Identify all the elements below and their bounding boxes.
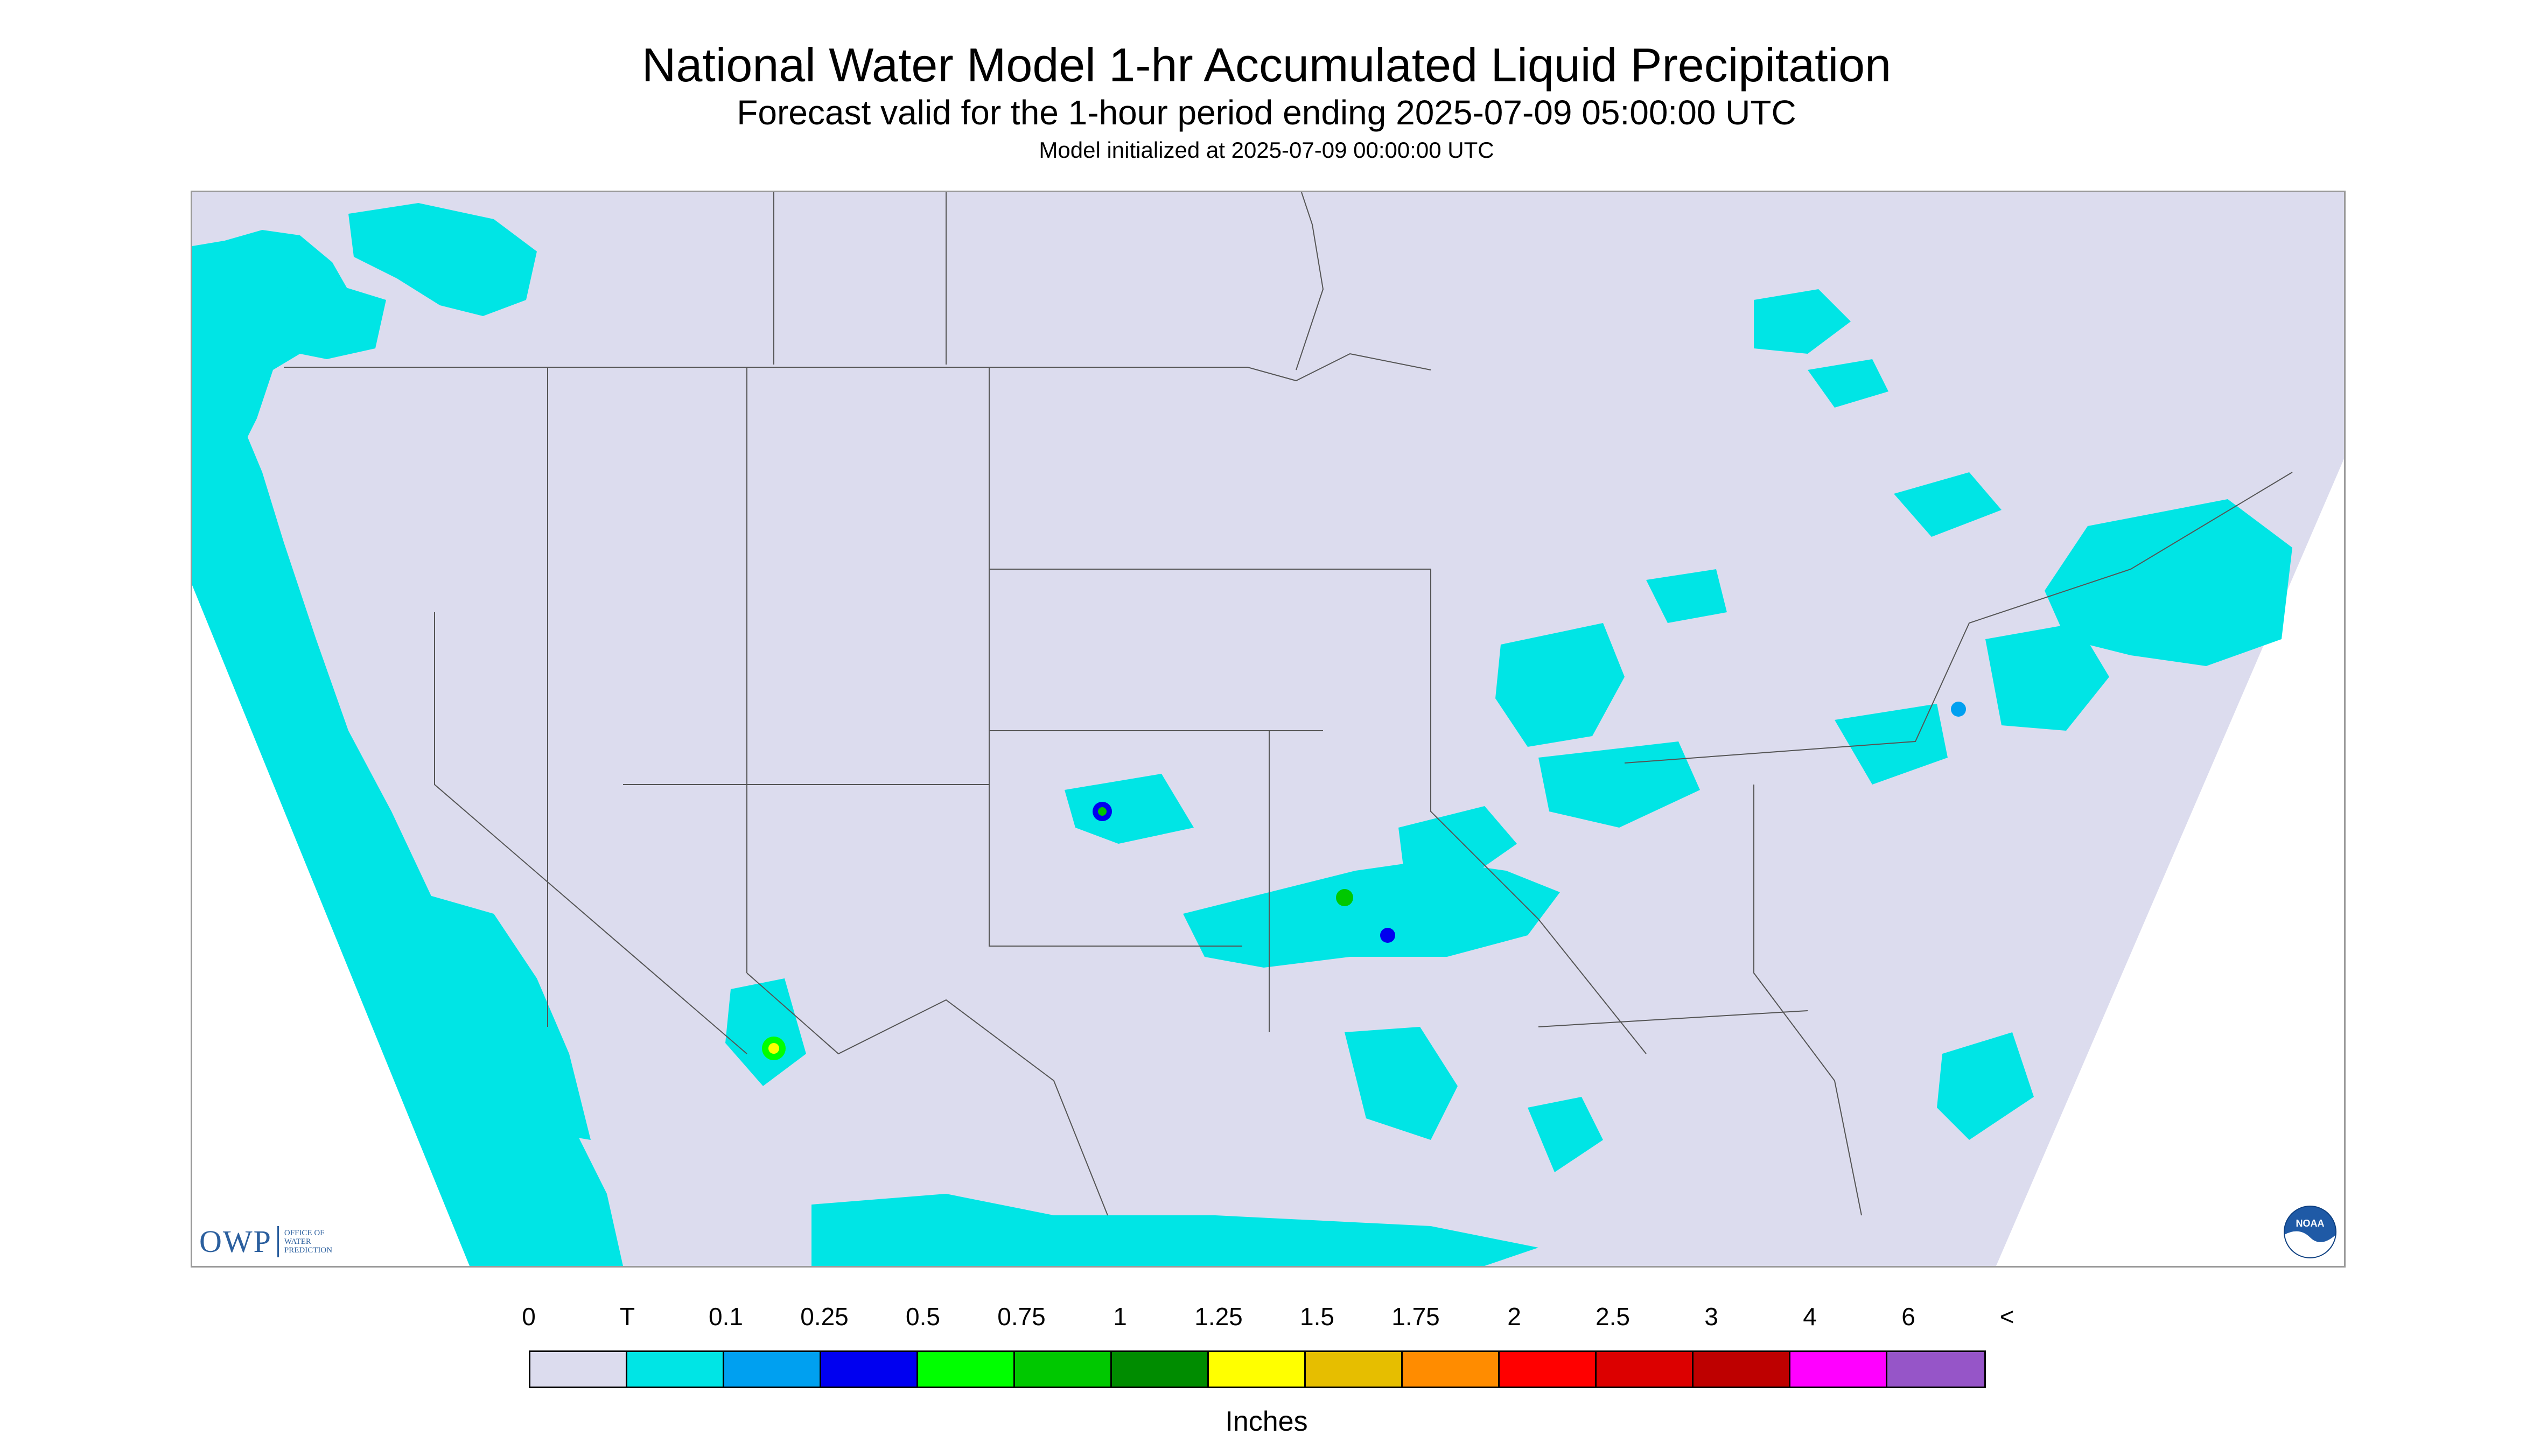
legend-label: 1 xyxy=(1113,1303,1127,1331)
map-title: National Water Model 1-hr Accumulated Li… xyxy=(641,38,1892,92)
precip-area-ohio-valley xyxy=(1538,741,1700,828)
precip-area-baja xyxy=(418,892,591,1140)
legend-units: Inches xyxy=(1225,1406,1308,1437)
legend-label: 6 xyxy=(1901,1303,1915,1331)
legend-label: 0.25 xyxy=(800,1303,849,1331)
legend-label: 0 xyxy=(522,1303,536,1331)
legend-label: 3 xyxy=(1704,1303,1718,1331)
legend-swatch xyxy=(1887,1352,1984,1387)
precip-area-bc-2 xyxy=(246,278,386,359)
precip-area-caribbean xyxy=(1937,1032,2034,1140)
precipitation-map xyxy=(191,191,2346,1268)
precip-area-gulf xyxy=(1345,1027,1458,1140)
legend-swatch xyxy=(821,1352,918,1387)
precip-area-bc xyxy=(348,203,537,316)
legend-swatch xyxy=(918,1352,1015,1387)
precip-core-texas xyxy=(1336,889,1353,906)
precip-area-mississippi xyxy=(1398,806,1517,881)
map-canvas xyxy=(192,192,2344,1266)
precip-area-ontario xyxy=(1894,472,2002,537)
legend-label: 4 xyxy=(1803,1303,1817,1331)
precip-area-kansas xyxy=(1065,774,1194,844)
precip-area-quebec-2 xyxy=(1808,359,1888,408)
model-init-text: Model initialized at 2025-07-09 00:00:00… xyxy=(1039,137,1494,163)
legend-swatch xyxy=(627,1352,724,1387)
precip-core-virginia xyxy=(1951,702,1966,717)
precip-area-quebec xyxy=(1754,289,1851,354)
precip-area-mexico-south xyxy=(811,1194,1538,1266)
legend-label: 1.75 xyxy=(1391,1303,1440,1331)
precip-area-virginia xyxy=(1835,704,1948,785)
legend-swatch xyxy=(1015,1352,1112,1387)
noaa-logo: NOAA xyxy=(2283,1205,2337,1263)
precip-area-northeast xyxy=(2045,499,2292,666)
precip-area-mid-atlantic xyxy=(1985,623,2109,731)
owp-logo: OWP OFFICE OF WATER PREDICTION xyxy=(199,1223,332,1259)
legend-label: 2.5 xyxy=(1596,1303,1630,1331)
precip-core-louisiana xyxy=(1380,928,1395,943)
noaa-logo-text: NOAA xyxy=(2296,1218,2325,1229)
map-subtitle: Forecast valid for the 1-hour period end… xyxy=(737,93,1796,132)
legend-swatch xyxy=(1209,1352,1306,1387)
precip-area-illinois xyxy=(1495,623,1625,747)
legend-swatch xyxy=(1597,1352,1694,1387)
legend-label: 2 xyxy=(1507,1303,1521,1331)
legend-label: 1.25 xyxy=(1194,1303,1243,1331)
legend-swatch xyxy=(530,1352,627,1387)
legend-label: 0.5 xyxy=(906,1303,940,1331)
legend-label: < xyxy=(1999,1303,2014,1331)
legend-label: T xyxy=(619,1303,635,1331)
precip-area-chihuahua xyxy=(725,978,806,1086)
precip-area-michigan xyxy=(1646,569,1727,623)
legend-swatch xyxy=(1500,1352,1597,1387)
legend-swatch xyxy=(724,1352,821,1387)
legend-swatch xyxy=(1403,1352,1500,1387)
legend-colorbar xyxy=(529,1350,1986,1388)
legend-swatch xyxy=(1306,1352,1403,1387)
boundaries xyxy=(284,192,2293,1216)
owp-abbr: OWP xyxy=(199,1224,272,1259)
legend-labels: 0 T 0.1 0.25 0.5 0.75 1 1.25 1.5 1.75 2 2.5 3 4 6 < xyxy=(0,1302,2533,1334)
precip-area-gulf-2 xyxy=(1528,1097,1603,1172)
legend-swatch xyxy=(1790,1352,1887,1387)
precip-area-texas-ok xyxy=(1183,860,1560,968)
owp-name: OFFICE OF WATER PREDICTION xyxy=(284,1228,333,1255)
legend-label: 0.1 xyxy=(709,1303,743,1331)
legend-label: 1.5 xyxy=(1300,1303,1334,1331)
legend-label: 0.75 xyxy=(997,1303,1046,1331)
legend-swatch xyxy=(1112,1352,1209,1387)
legend-swatch xyxy=(1694,1352,1790,1387)
